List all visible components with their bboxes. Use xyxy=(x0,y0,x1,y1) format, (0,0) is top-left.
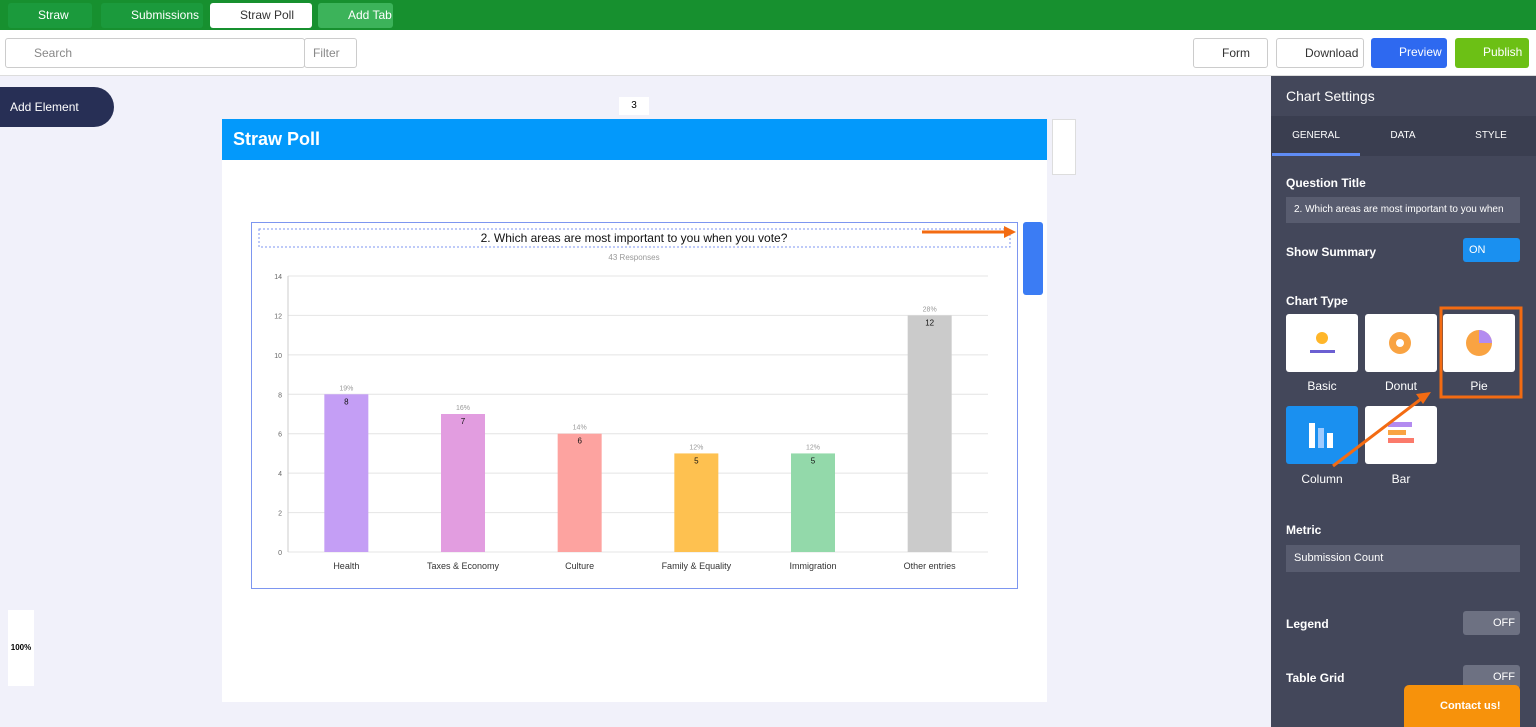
tab[interactable]: Add Tab xyxy=(318,3,393,28)
data-label: 5 xyxy=(811,456,816,465)
download-button[interactable]: Download xyxy=(1276,38,1364,68)
label: Metric xyxy=(1286,523,1322,537)
percent-label: 14% xyxy=(573,425,587,432)
metric-select[interactable]: Submission Count xyxy=(1286,545,1520,572)
settings-tabs xyxy=(1271,116,1536,156)
data-label: 12 xyxy=(925,318,934,327)
page-number: 3 xyxy=(619,97,649,115)
toggle[interactable]: ON xyxy=(1463,238,1520,262)
y-tick-label: 12 xyxy=(274,313,282,320)
label: Show Summary xyxy=(1286,245,1377,259)
bar xyxy=(441,414,485,552)
settings-tab[interactable]: STYLE xyxy=(1475,130,1507,141)
data-label: 8 xyxy=(344,397,349,406)
x-tick-label: Health xyxy=(333,561,359,571)
x-tick-label: Other entries xyxy=(904,561,957,571)
x-tick-label: Immigration xyxy=(789,561,836,571)
bar xyxy=(791,453,835,552)
percent-label: 12% xyxy=(806,444,820,451)
chart-type-label: Basic xyxy=(1307,379,1337,393)
question-title-input[interactable]: 2. Which areas are most important to you… xyxy=(1286,197,1520,223)
tab[interactable]: Straw Poll xyxy=(8,3,92,47)
y-tick-label: 0 xyxy=(278,550,282,557)
contact-button[interactable]: Contact us! xyxy=(1404,685,1520,727)
data-label: 6 xyxy=(577,437,582,446)
percent-label: 12% xyxy=(689,444,703,451)
y-tick-label: 4 xyxy=(278,471,282,478)
publish-button[interactable]: Publish xyxy=(1455,38,1529,68)
bar xyxy=(674,453,719,552)
chart-type-label: Column xyxy=(1301,472,1343,486)
chart-type-icons xyxy=(1309,306,1523,468)
filter[interactable]: Filter xyxy=(304,38,357,68)
settings-tab[interactable]: DATA xyxy=(1390,130,1416,141)
y-tick-label: 8 xyxy=(278,392,282,399)
preview-button[interactable]: Preview xyxy=(1371,38,1447,68)
tab[interactable]: Submissions xyxy=(101,3,203,28)
title-frame xyxy=(258,228,1011,248)
chart: 2. Which areas are most important to you… xyxy=(251,222,1018,589)
form-button[interactable]: Form xyxy=(1193,38,1268,68)
y-tick-label: 2 xyxy=(278,511,282,518)
y-tick-label: 14 xyxy=(274,274,282,281)
search[interactable]: Search xyxy=(5,38,305,68)
y-tick-label: 10 xyxy=(274,353,282,360)
percent-label: 19% xyxy=(339,385,353,392)
chart-type-label: Donut xyxy=(1384,379,1418,393)
chart-subtitle: 43 Responses xyxy=(608,253,659,262)
bar xyxy=(324,394,369,552)
chart-type-label: Pie xyxy=(1470,379,1488,393)
label: Question Title xyxy=(1286,176,1366,190)
tab[interactable]: Straw Poll xyxy=(210,3,312,28)
bar xyxy=(907,315,952,552)
settings-title: Chart Settings xyxy=(1286,88,1375,104)
tab-underline xyxy=(1272,153,1360,156)
label: Chart Type xyxy=(1286,294,1348,308)
chart-type-label: Bar xyxy=(1391,472,1411,486)
y-tick-label: 6 xyxy=(278,432,282,439)
settings-tab[interactable]: GENERAL xyxy=(1292,130,1340,141)
zoom[interactable]: 100% xyxy=(8,610,34,686)
x-tick-label: Family & Equality xyxy=(662,561,732,571)
card-tools[interactable] xyxy=(1052,119,1076,175)
label: Table Grid xyxy=(1286,671,1345,685)
data-label: 7 xyxy=(461,417,466,426)
percent-label: 16% xyxy=(456,405,470,412)
toggle[interactable]: OFF xyxy=(1463,611,1520,635)
data-label: 5 xyxy=(694,456,699,465)
form-title: Straw Poll xyxy=(222,119,1047,160)
x-tick-label: Culture xyxy=(565,561,594,571)
percent-label: 28% xyxy=(923,306,937,313)
x-tick-label: Taxes & Economy xyxy=(427,561,500,571)
add-element[interactable]: Add Element xyxy=(0,87,114,127)
chart-frame xyxy=(251,222,1018,589)
bar xyxy=(557,433,602,552)
element-tools[interactable] xyxy=(1023,222,1043,295)
label: Legend xyxy=(1286,617,1329,631)
chart-title: 2. Which areas are most important to you… xyxy=(481,231,788,245)
